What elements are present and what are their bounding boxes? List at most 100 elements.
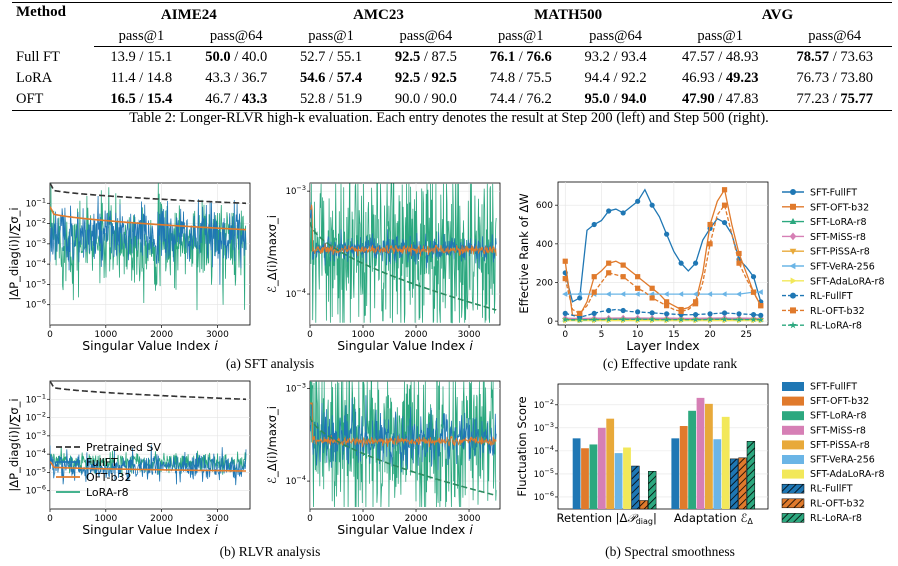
step200-value: 11.4 [110, 70, 136, 86]
table-group-header-row: Method AIME24 AMC23 MATH500 AVG [12, 4, 892, 26]
bar [679, 426, 688, 509]
marker [750, 289, 757, 295]
marker [721, 310, 728, 316]
marker [649, 310, 655, 316]
marker [606, 208, 612, 214]
value-separator: / [135, 49, 148, 65]
y-tick-label: 200 [536, 278, 553, 288]
plot-area [310, 183, 500, 325]
marker [692, 311, 699, 318]
step500-value: 36.7 [241, 70, 268, 86]
marker [789, 248, 797, 255]
bar [572, 438, 581, 509]
method-cell: LoRA [16, 70, 53, 86]
marker [620, 316, 627, 323]
step500-value: 73.63 [840, 49, 873, 65]
bar [614, 453, 623, 509]
marker [606, 260, 612, 266]
marker [576, 291, 582, 297]
bar [688, 410, 696, 509]
tick-label: 10−6 [26, 298, 46, 311]
legend-swatch [782, 396, 804, 406]
x-tick-label: 1000 [94, 330, 117, 340]
legend-label: SFT-FullFT [810, 188, 857, 199]
chart-rlvr-retention: 0 1000 2000 3000 10−6 10−5 10−4 10−3 10−2 10−1 Sin… [7, 380, 251, 537]
result-cell: 11.4 / 14.8 [94, 68, 189, 89]
marker [721, 219, 728, 226]
marker [591, 316, 598, 323]
x-tick-label: 1000 [352, 514, 375, 524]
legend-swatch [782, 455, 804, 464]
series-pretrained-sv [50, 381, 246, 401]
marker [678, 291, 684, 297]
legend-swatch [781, 498, 805, 509]
tick-label: 10−6 [534, 490, 554, 503]
result-cell: 46.7 / 43.3 [188, 89, 284, 111]
series-rl-oft-b32 [562, 202, 764, 317]
step200-value: 92.5 [394, 49, 421, 65]
legend-label: SFT-LoRA-r8 [810, 411, 867, 422]
legend-label: RL-LoRA-r8 [810, 513, 862, 524]
series-line [565, 308, 761, 318]
legend-label: SFT-AdaLoRA-r8 [810, 276, 884, 287]
marker [678, 260, 684, 266]
result-cell: 92.5 / 87.5 [378, 47, 473, 69]
x-axis-label: Singular Value Index i [82, 338, 218, 353]
marker [678, 308, 684, 315]
marker [663, 291, 669, 297]
tick-label: 10−3 [286, 184, 306, 197]
result-cell: 43.3 / 36.7 [189, 68, 284, 89]
marker [789, 218, 797, 224]
x-tick-label: 2000 [405, 330, 428, 340]
category-label: Retention |Δ𝒫diag| [557, 511, 657, 526]
y-axis-label: Fluctuation Score [515, 396, 529, 496]
marker [664, 299, 670, 305]
value-separator: / [420, 91, 432, 107]
marker [635, 309, 641, 315]
x-tick-label: 3000 [458, 514, 481, 524]
series-pretrained-sv [310, 221, 497, 311]
subheader: pass@1 [473, 26, 569, 47]
chart-spectral-smoothness: 10−6 10−5 10−4 10−3 10−2 Retention |Δ𝒫diag| Ad… [515, 383, 769, 526]
series-pretrained-sv [310, 416, 497, 497]
x-tick-label: 2000 [405, 514, 428, 524]
marker [706, 291, 713, 297]
table-row: OFT 16.5 / 15.4 46.7 / 43.3 52.8 / 51.9 90.0… [12, 89, 892, 111]
step200-value: 74.4 [489, 91, 516, 107]
plot-area [310, 381, 500, 509]
step200-value: 76.1 [489, 49, 516, 65]
subheader: pass@1 [662, 26, 778, 47]
step200-value: 92.5 [394, 70, 421, 86]
bar [581, 448, 589, 509]
marker [789, 262, 796, 270]
value-separator: / [714, 91, 726, 107]
step500-value: 76.6 [526, 49, 552, 65]
step200-value: 52.8 [300, 91, 326, 107]
series-oft-b32 [310, 402, 497, 448]
series-line [565, 318, 761, 321]
marker [576, 316, 583, 323]
caption-rlvr-analysis: (b) RLVR analysis [220, 544, 321, 559]
x-tick-label: 15 [668, 330, 679, 340]
legend-label: SFT-LoRA-r8 [810, 217, 867, 228]
step500-value: 15.4 [147, 91, 173, 107]
value-separator: / [135, 91, 148, 107]
marker [562, 316, 569, 323]
legend-swatch [782, 440, 804, 450]
bar [623, 447, 631, 509]
marker [692, 260, 699, 266]
x-tick-label: 3000 [206, 330, 229, 340]
result-cell: 92.5 / 92.5 [378, 68, 473, 89]
marker [789, 232, 797, 241]
legend-label: OFT-b32 [86, 471, 131, 484]
marker [664, 311, 670, 317]
result-cell: 50.0 / 40.0 [189, 47, 284, 69]
marker [758, 303, 764, 309]
bar [671, 438, 680, 509]
table-top-rule [12, 2, 892, 3]
legend-label: SFT-MiSS-r8 [810, 425, 866, 436]
results-table: Method AIME24 AMC23 MATH500 AVG pass@1 p… [12, 4, 892, 111]
group-header-aime24: AIME24 [160, 6, 217, 23]
value-separator: / [230, 70, 242, 86]
chart-effective-rank: 0 5 10 15 20 25 0 200 400 600 Layer Index Effective… [517, 181, 769, 353]
